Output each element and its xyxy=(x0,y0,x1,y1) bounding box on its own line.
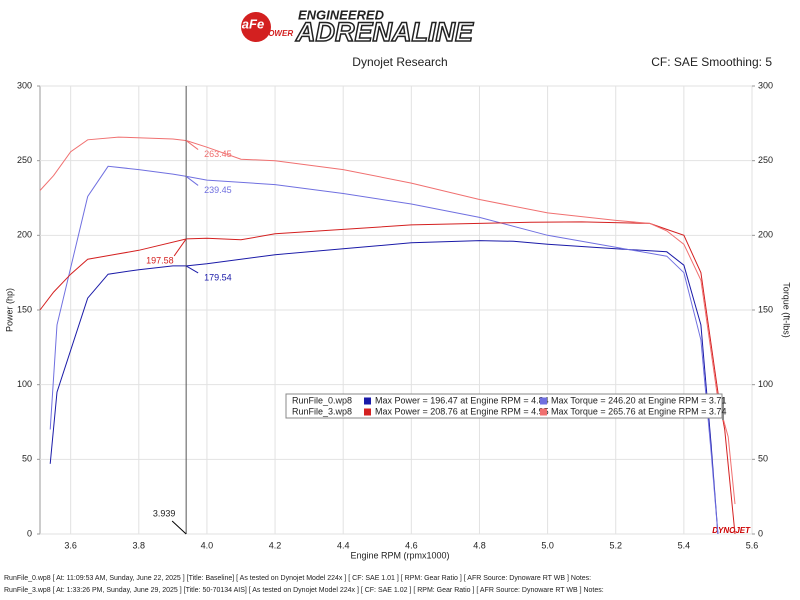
x-tick-label: 4.8 xyxy=(473,540,486,550)
y2-tick-label: 300 xyxy=(758,80,773,90)
y-tick-label: 100 xyxy=(17,379,32,389)
x-tick-label: 4.6 xyxy=(405,540,418,550)
x-tick-label: 5.2 xyxy=(609,540,622,550)
legend-label: Max Power = 208.76 at Engine RPM = 4.95 xyxy=(375,406,549,416)
y2-tick-label: 50 xyxy=(758,454,768,464)
x-tick-label: 3.8 xyxy=(133,540,146,550)
legend-label: Max Power = 196.47 at Engine RPM = 4.84 xyxy=(375,395,549,405)
y-tick-label: 150 xyxy=(17,304,32,314)
y-tick-label: 250 xyxy=(17,155,32,165)
legend-label: Max Torque = 265.76 at Engine RPM = 3.74 xyxy=(551,406,726,416)
legend-file: RunFile_3.wp8 xyxy=(292,406,352,416)
chart-subtitle: CF: SAE Smoothing: 5 xyxy=(651,55,772,69)
y-tick-label: 50 xyxy=(22,454,32,464)
cursor-value-label: 197.58 xyxy=(146,255,174,265)
logo-tagline: ENGINEERED xyxy=(298,7,385,22)
legend-label: Max Torque = 246.20 at Engine RPM = 3.71 xyxy=(551,395,726,405)
x-tick-label: 5.4 xyxy=(678,540,691,550)
x-axis-title: Engine RPM (rpmx1000) xyxy=(350,550,449,560)
cursor-value-label: 263.45 xyxy=(204,149,232,159)
cursor-pointer xyxy=(185,265,199,274)
cursor-value-label: 239.45 xyxy=(204,185,232,195)
x-tick-label: 4.4 xyxy=(337,540,350,550)
cursor-pointer xyxy=(185,176,199,186)
y2-axis-title: Torque (ft-lbs) xyxy=(782,282,792,338)
series-line xyxy=(49,240,719,535)
logo-badge xyxy=(241,12,271,42)
footer-line: RunFile_3.wp8 [ At: 1:33:26 PM, Sunday, … xyxy=(4,587,604,594)
cursor-x-label: 3.939 xyxy=(153,508,176,518)
y-axis-title: Power (hp) xyxy=(4,288,14,332)
series-line xyxy=(39,136,736,505)
y-tick-label: 200 xyxy=(17,230,32,240)
legend-file: RunFile_0.wp8 xyxy=(292,395,352,405)
y-tick-label: 0 xyxy=(27,528,32,538)
logo-badge-text: aFe xyxy=(242,16,264,31)
footer-line: RunFile_0.wp8 [ At: 11:09:53 AM, Sunday,… xyxy=(4,575,591,582)
legend-swatch xyxy=(364,408,371,416)
x-tick-label: 5.6 xyxy=(746,540,759,550)
series-line xyxy=(39,221,736,535)
y2-tick-label: 150 xyxy=(758,304,773,314)
legend-box xyxy=(285,393,723,419)
cursor-pointer xyxy=(185,140,199,150)
y2-tick-label: 0 xyxy=(758,528,763,538)
series-line xyxy=(49,165,719,535)
logo-name: ADRENALINE xyxy=(295,17,474,47)
cursor-arrow xyxy=(171,520,187,535)
y2-tick-label: 100 xyxy=(758,379,773,389)
legend-swatch xyxy=(540,397,547,405)
y2-tick-label: 250 xyxy=(758,155,773,165)
legend-swatch xyxy=(540,408,547,416)
brand: DYNOJET xyxy=(712,526,751,535)
logo-badge-sub: POWER xyxy=(263,29,293,38)
y-tick-label: 300 xyxy=(17,80,32,90)
x-tick-label: 4.0 xyxy=(201,540,214,550)
y2-tick-label: 200 xyxy=(758,230,773,240)
legend-swatch xyxy=(364,397,371,405)
cursor-pointer xyxy=(173,238,187,257)
x-tick-label: 3.6 xyxy=(64,540,77,550)
cursor-value-label: 179.54 xyxy=(204,272,232,282)
x-tick-label: 5.0 xyxy=(541,540,554,550)
x-tick-label: 4.2 xyxy=(269,540,282,550)
chart-title: Dynojet Research xyxy=(352,55,447,69)
